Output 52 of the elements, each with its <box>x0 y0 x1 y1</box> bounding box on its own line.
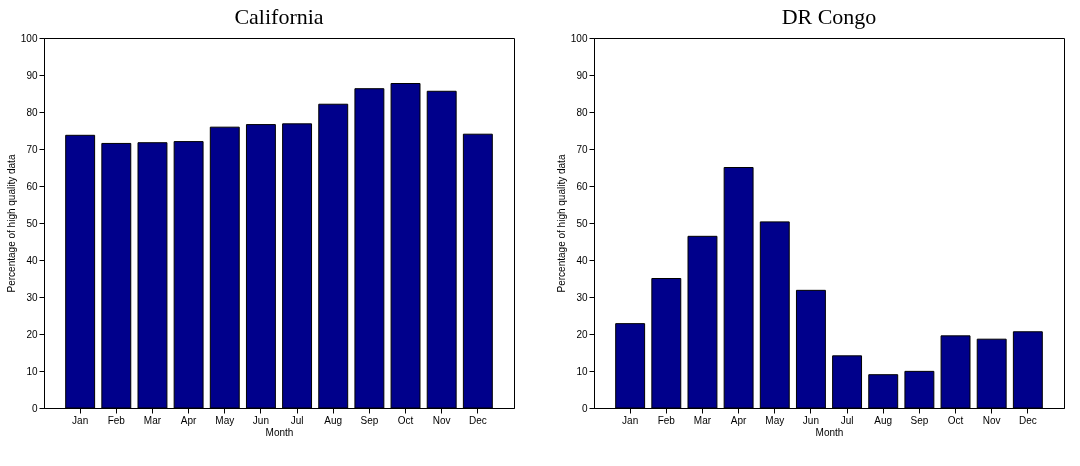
x-tick-label: Feb <box>107 414 126 426</box>
x-tick-label: Dec <box>468 414 487 426</box>
y-tick-label: 100 <box>570 32 588 44</box>
x-tick-label: Oct <box>397 414 414 426</box>
x-axis-title: Month <box>815 426 844 438</box>
x-tick-label: Apr <box>730 414 748 426</box>
y-tick-label: 50 <box>576 217 588 229</box>
y-axis-title: Percentage of high quality data <box>555 154 567 293</box>
y-tick-label: 20 <box>26 328 38 340</box>
x-tick-label: Oct <box>947 414 964 426</box>
y-tick-label: 0 <box>581 402 588 414</box>
y-tick-label: 80 <box>26 106 38 118</box>
y-tick-label: 10 <box>576 365 588 377</box>
x-tick-label: May <box>215 414 235 426</box>
y-tick-label: 50 <box>26 217 38 229</box>
chart-title: DR Congo <box>781 4 877 29</box>
x-tick-label: Jul <box>290 414 304 426</box>
x-tick-label: Mar <box>143 414 162 426</box>
chart-title: California <box>234 4 324 29</box>
y-axis-title: Percentage of high quality data <box>5 154 17 293</box>
x-tick-label: Jun <box>252 414 269 426</box>
y-tick-label: 60 <box>26 180 38 192</box>
x-tick-label: Nov <box>432 414 451 426</box>
y-tick-label: 60 <box>576 180 588 192</box>
x-tick-label: Sep <box>360 414 379 426</box>
x-tick-label: Aug <box>324 414 343 426</box>
x-tick-label: Sep <box>910 414 929 426</box>
x-tick-label: Jan <box>622 414 639 426</box>
y-tick-label: 40 <box>26 254 38 266</box>
y-tick-label: 100 <box>20 32 38 44</box>
y-tick-label: 0 <box>31 402 38 414</box>
x-tick-label: Aug <box>874 414 893 426</box>
x-axis-title: Month <box>265 426 294 438</box>
y-tick-label: 90 <box>26 69 38 81</box>
x-tick-label: Dec <box>1018 414 1037 426</box>
x-tick-label: Jun <box>802 414 819 426</box>
x-tick-label: May <box>765 414 785 426</box>
x-tick-label: Apr <box>180 414 198 426</box>
y-tick-label: 90 <box>576 69 588 81</box>
y-tick-label: 40 <box>576 254 588 266</box>
x-tick-label: Nov <box>982 414 1001 426</box>
y-tick-label: 20 <box>576 328 588 340</box>
x-tick-label: Jan <box>72 414 89 426</box>
y-tick-label: 70 <box>576 143 588 155</box>
y-tick-label: 70 <box>26 143 38 155</box>
x-tick-label: Jul <box>840 414 854 426</box>
y-tick-label: 30 <box>26 291 38 303</box>
y-tick-label: 10 <box>26 365 38 377</box>
y-tick-label: 80 <box>576 106 588 118</box>
x-tick-label: Mar <box>693 414 712 426</box>
x-tick-label: Feb <box>657 414 676 426</box>
y-tick-label: 30 <box>576 291 588 303</box>
